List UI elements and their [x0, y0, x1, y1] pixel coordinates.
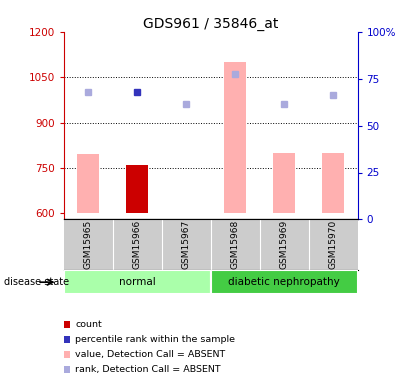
Text: count: count	[75, 320, 102, 329]
Text: rank, Detection Call = ABSENT: rank, Detection Call = ABSENT	[75, 365, 221, 374]
Bar	[211, 270, 358, 294]
Text: GSM15965: GSM15965	[84, 220, 93, 269]
Text: normal: normal	[119, 277, 155, 287]
Text: GSM15967: GSM15967	[182, 220, 191, 269]
Text: value, Detection Call = ABSENT: value, Detection Call = ABSENT	[75, 350, 226, 359]
Text: disease state: disease state	[4, 277, 69, 287]
Text: diabetic nephropathy: diabetic nephropathy	[228, 277, 340, 287]
Text: GSM15968: GSM15968	[231, 220, 240, 269]
Text: GSM15966: GSM15966	[133, 220, 142, 269]
Bar	[77, 154, 99, 213]
Bar	[273, 153, 295, 213]
Text: GSM15969: GSM15969	[279, 220, 289, 269]
Bar	[224, 62, 246, 213]
Bar	[64, 270, 210, 294]
Bar	[322, 153, 344, 213]
Text: GSM15970: GSM15970	[328, 220, 337, 269]
Bar	[126, 165, 148, 213]
Title: GDS961 / 35846_at: GDS961 / 35846_at	[143, 17, 278, 31]
Text: percentile rank within the sample: percentile rank within the sample	[75, 335, 235, 344]
